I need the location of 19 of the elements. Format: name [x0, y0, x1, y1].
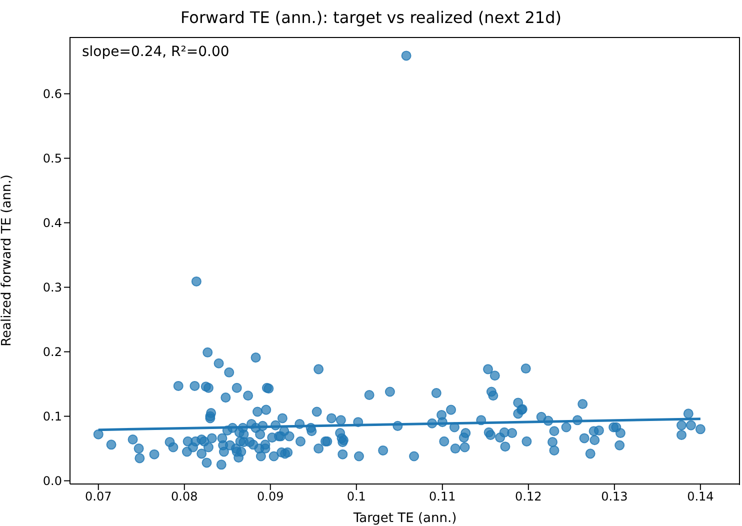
x-tick-label: 0.07 [85, 490, 112, 504]
y-tick-label: 0.1 [42, 410, 62, 424]
chart-title: Forward TE (ann.): target vs realized (next 21d) [180, 8, 562, 27]
x-tick-label: 0.13 [601, 490, 628, 504]
annotation: slope=0.24, R²=0.00 [82, 44, 230, 60]
x-axis-title: Target TE (ann.) [352, 511, 457, 526]
y-tick-label: 0.4 [42, 216, 62, 230]
x-tick-label: 0.14 [687, 490, 714, 504]
x-tick-label: 0.12 [515, 490, 542, 504]
y-axis-title: Realized forward TE (ann.) [0, 174, 15, 346]
x-tick-label: 0.09 [257, 490, 284, 504]
y-tick-label: 0.3 [42, 280, 62, 295]
x-tick-label: 0.1 [346, 490, 366, 504]
y-tick-label: 0.0 [42, 474, 62, 488]
y-tick-label: 0.5 [42, 152, 62, 166]
y-tick-label: 0.2 [42, 345, 62, 360]
x-tick-label: 0.08 [171, 490, 198, 504]
x-tick-label: 0.11 [429, 490, 456, 504]
y-tick-label: 0.6 [42, 87, 62, 102]
